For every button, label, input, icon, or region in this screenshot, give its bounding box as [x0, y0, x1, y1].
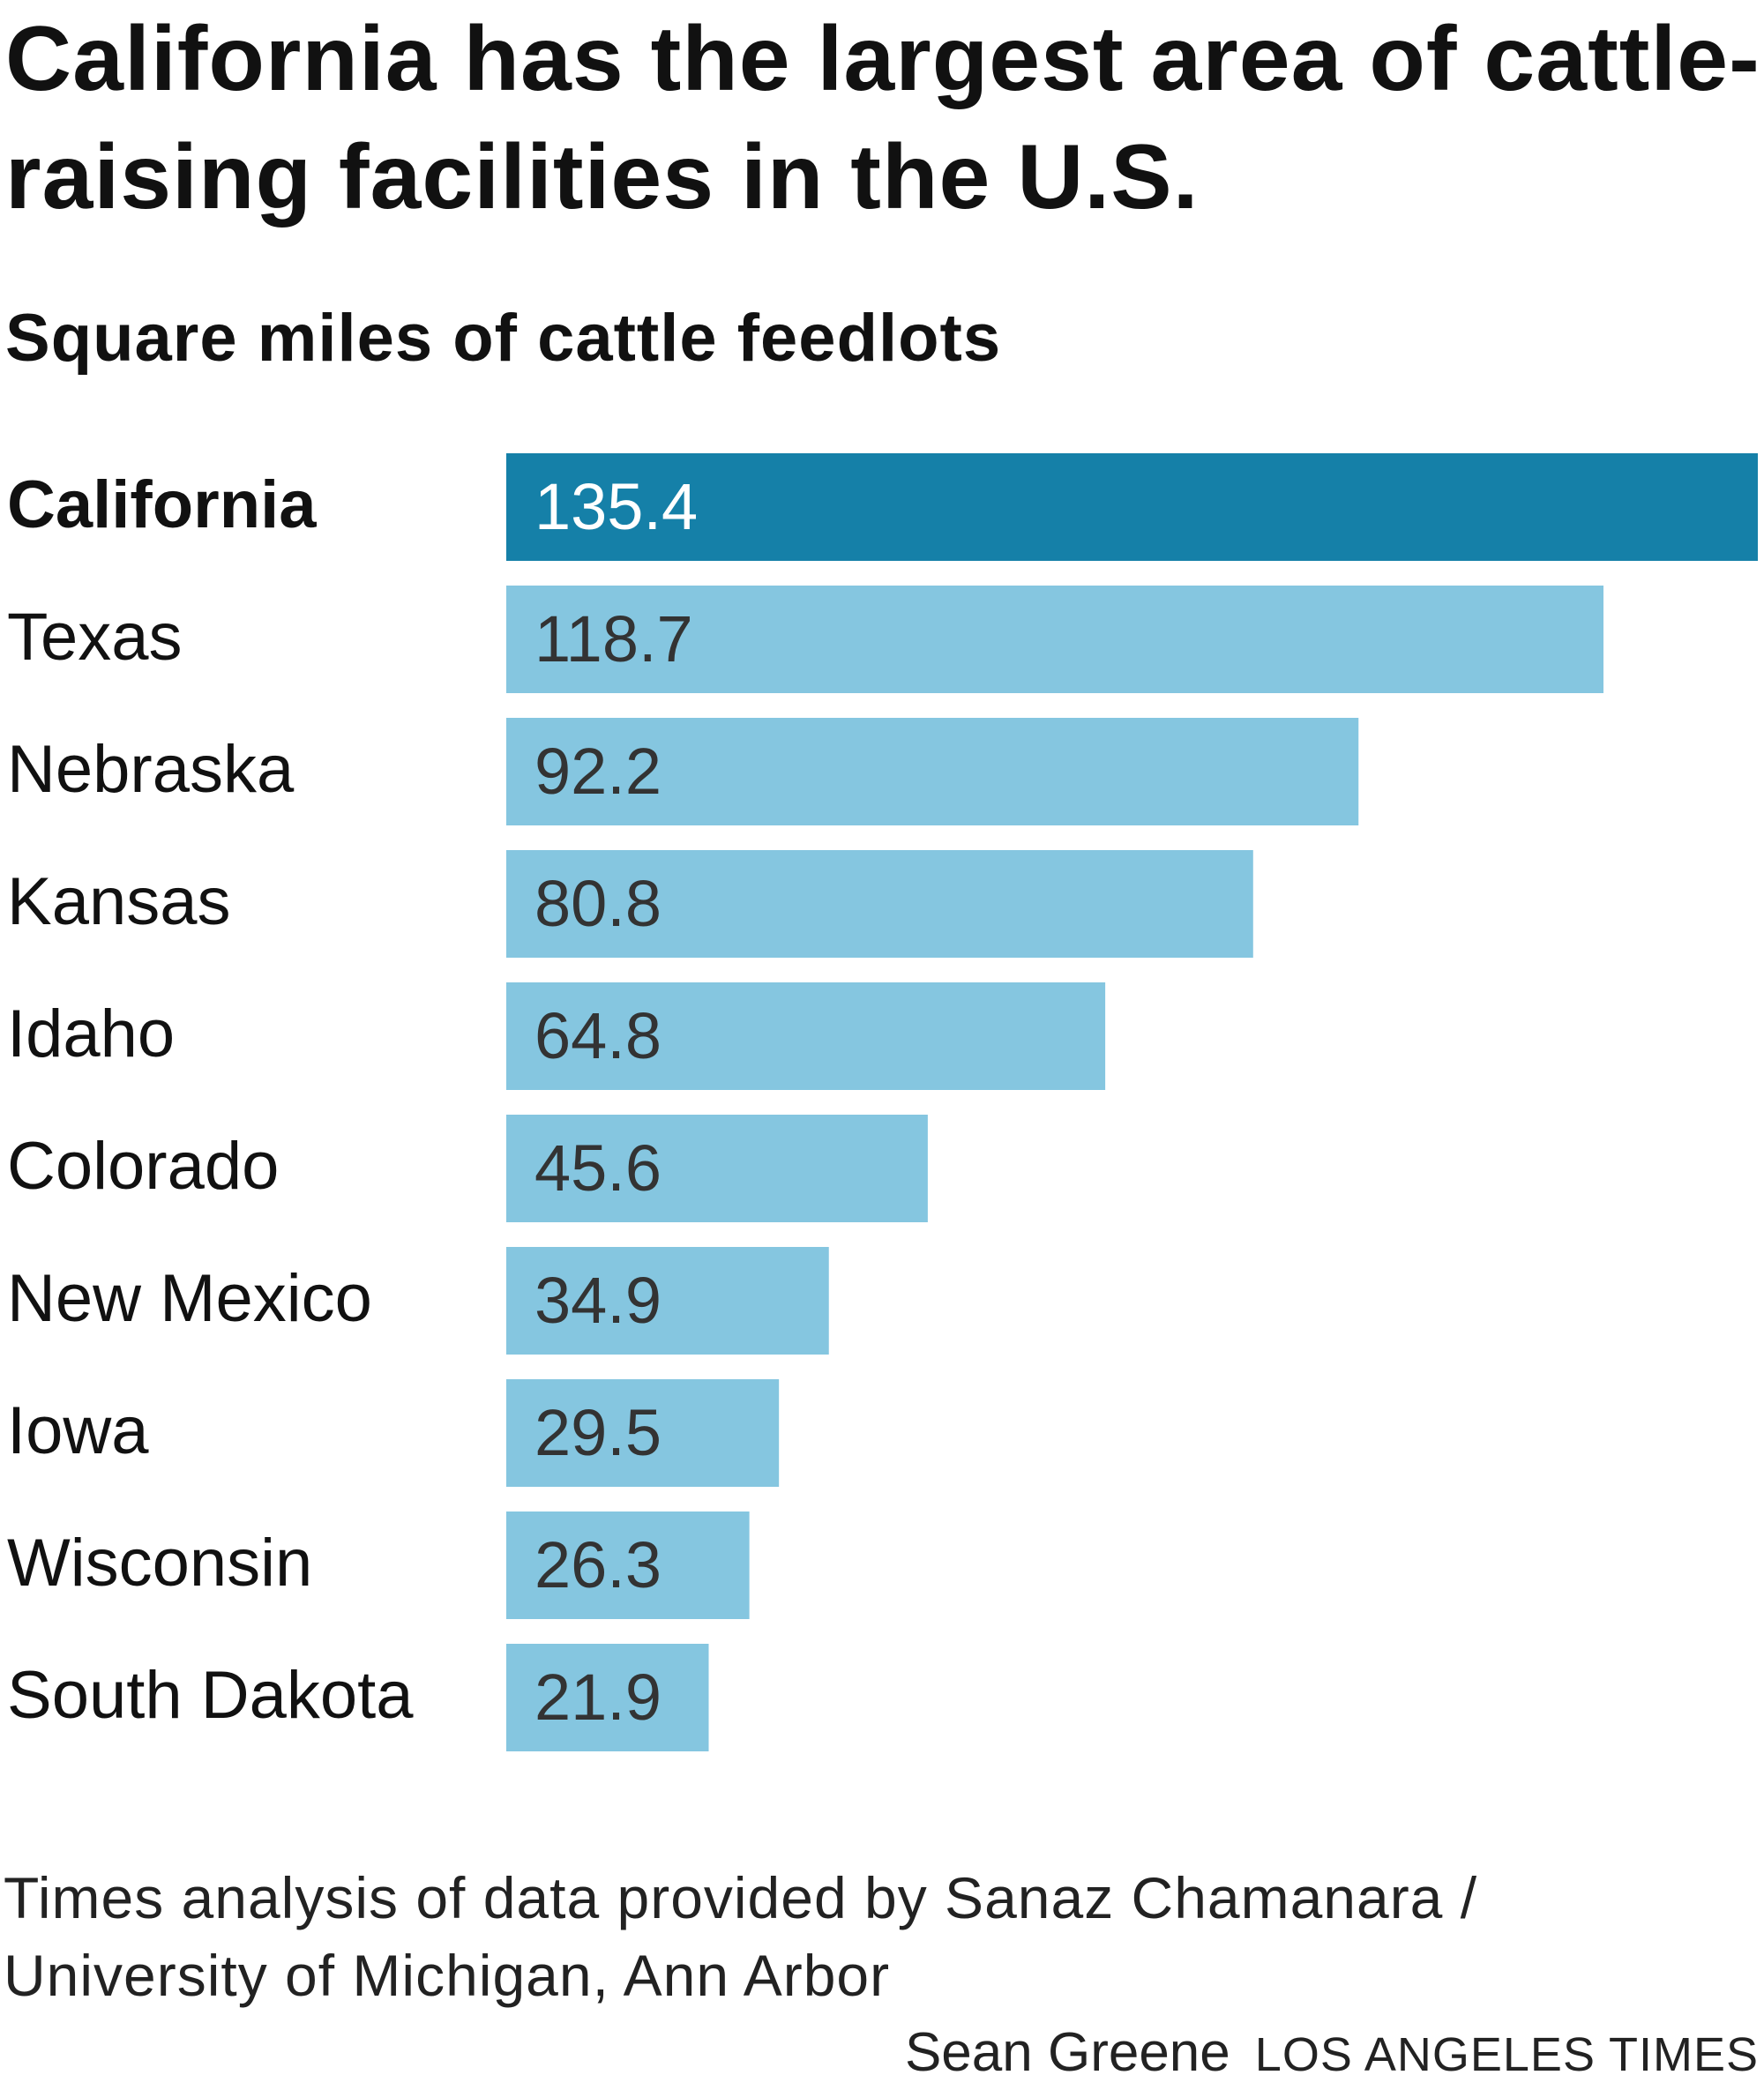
- category-label-california: California: [7, 467, 317, 542]
- category-label-nebraska: Nebraska: [7, 732, 295, 807]
- bar-idaho: [506, 982, 1106, 1090]
- publication-logo: LOS ANGELES TIMES: [1254, 2028, 1759, 2081]
- value-label-new-mexico: 34.9: [534, 1264, 662, 1337]
- author-credit: Sean Greene: [904, 2022, 1230, 2083]
- value-label-idaho: 64.8: [534, 999, 662, 1072]
- category-label-south-dakota: South Dakota: [7, 1658, 414, 1733]
- bar-texas: [506, 586, 1603, 693]
- value-label-colorado: 45.6: [534, 1131, 662, 1205]
- category-label-colorado: Colorado: [7, 1129, 279, 1204]
- category-label-texas: Texas: [7, 600, 183, 675]
- value-label-california: 135.4: [534, 470, 698, 543]
- category-label-idaho: Idaho: [7, 996, 175, 1071]
- bar-south-dakota: [506, 1644, 709, 1751]
- value-label-iowa: 29.5: [534, 1396, 662, 1469]
- category-label-iowa: Iowa: [7, 1393, 149, 1468]
- value-label-south-dakota: 21.9: [534, 1661, 662, 1734]
- source-note: Times analysis of data provided by Sanaz…: [4, 1865, 1478, 2008]
- bar-iowa: [506, 1379, 780, 1487]
- value-label-kansas: 80.8: [534, 867, 662, 940]
- bar-california: [506, 453, 1758, 561]
- value-label-texas: 118.7: [534, 602, 693, 676]
- chart-subtitle: Square miles of cattle feedlots: [5, 301, 1002, 376]
- bar-colorado: [506, 1115, 928, 1222]
- credit-line: Sean Greene LOS ANGELES TIMES: [905, 2018, 1759, 2090]
- bar-chart: California 135.4 Texas 118.7 Nebraska 92.2 Kan…: [7, 453, 1758, 1751]
- value-label-wisconsin: 26.3: [534, 1528, 662, 1601]
- bar-nebraska: [506, 718, 1359, 825]
- chart-title: California has the largest area of cattl…: [5, 8, 1760, 228]
- value-label-nebraska: 92.2: [534, 735, 662, 808]
- category-label-kansas: Kansas: [7, 864, 231, 939]
- bar-new-mexico: [506, 1247, 829, 1355]
- bar-wisconsin: [506, 1512, 750, 1619]
- bar-kansas: [506, 850, 1253, 958]
- category-label-wisconsin: Wisconsin: [7, 1526, 312, 1601]
- category-label-new-mexico: New Mexico: [7, 1261, 372, 1336]
